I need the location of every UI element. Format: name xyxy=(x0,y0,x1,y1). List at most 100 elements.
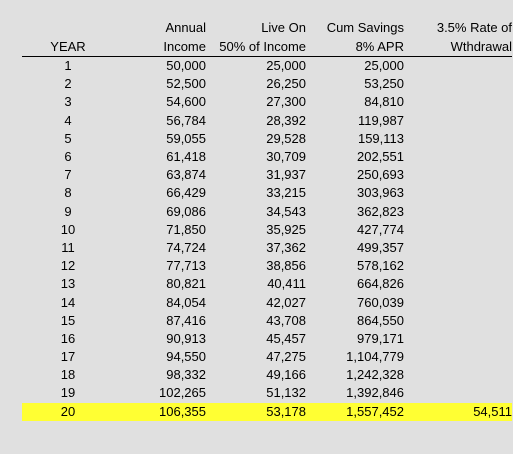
cell-withdrawal xyxy=(404,384,512,402)
cell-income: 59,055 xyxy=(166,130,206,146)
cell-year: 9 xyxy=(64,203,72,219)
cell-cum-savings: 427,774 xyxy=(357,221,404,237)
cell-income: 98,332 xyxy=(166,367,206,383)
cell-income: 80,821 xyxy=(166,276,206,292)
cell-cum-savings: 84,810 xyxy=(364,94,404,110)
cell-year: 19 xyxy=(60,385,76,401)
cell-withdrawal xyxy=(404,75,512,93)
cell-income: 66,429 xyxy=(166,185,206,201)
cell-income: 94,550 xyxy=(166,349,206,365)
cell-year: 5 xyxy=(64,130,72,146)
cell-cum-savings: 53,250 xyxy=(364,76,404,92)
cell-cum-savings: 1,104,779 xyxy=(346,349,404,365)
cell-withdrawal xyxy=(404,112,512,130)
cell-cum-savings: 362,823 xyxy=(357,203,404,219)
cell-year: 20 xyxy=(22,402,114,421)
cell-withdrawal xyxy=(404,257,512,275)
cell-live-on: 30,709 xyxy=(266,149,306,165)
cell-withdrawal xyxy=(404,312,512,330)
cell-live-on: 29,528 xyxy=(266,130,306,146)
header-income-line1: Annual xyxy=(165,20,206,35)
cell-cum-savings: 25,000 xyxy=(364,58,404,74)
table-row: 14 84,054 42,027 760,039 xyxy=(22,293,512,311)
cell-cum-savings: 303,963 xyxy=(357,185,404,201)
table-row: 8 66,429 33,215 303,963 xyxy=(22,184,512,202)
cell-year: 18 xyxy=(60,367,76,383)
header-year: YEAR xyxy=(22,37,114,57)
cell-income: 87,416 xyxy=(166,312,206,328)
cell-withdrawal xyxy=(404,184,512,202)
cell-cum-savings: 578,162 xyxy=(357,258,404,274)
table-row: 7 63,874 31,937 250,693 xyxy=(22,166,512,184)
cell-year: 10 xyxy=(60,221,76,237)
cell-year: 8 xyxy=(64,185,72,201)
cell-live-on: 43,708 xyxy=(266,312,306,328)
header-cum-line2: 8% APR xyxy=(306,37,404,57)
cell-cum-savings: 1,392,846 xyxy=(346,385,404,401)
cell-year: 14 xyxy=(60,294,76,310)
header-year-top xyxy=(22,18,114,37)
cell-income: 61,418 xyxy=(166,149,206,165)
cell-live-on: 45,457 xyxy=(266,330,306,346)
cell-withdrawal xyxy=(404,130,512,148)
cell-income: 84,054 xyxy=(166,294,206,310)
table-row-highlighted: 20 106,355 53,178 1,557,452 54,511 xyxy=(22,402,512,421)
cell-withdrawal xyxy=(404,293,512,311)
cell-live-on: 25,000 xyxy=(266,58,306,74)
header-cum-line1: Cum Savings xyxy=(326,20,404,35)
cell-withdrawal xyxy=(404,57,512,76)
cell-year: 12 xyxy=(60,258,76,274)
cell-cum-savings: 979,171 xyxy=(357,330,404,346)
table-row: 11 74,724 37,362 499,357 xyxy=(22,239,512,257)
cell-live-on: 37,362 xyxy=(266,239,306,255)
cell-live-on: 27,300 xyxy=(266,94,306,110)
cell-year: 6 xyxy=(64,149,72,165)
table-row: 5 59,055 29,528 159,113 xyxy=(22,130,512,148)
cell-withdrawal xyxy=(404,148,512,166)
cell-income: 106,355 xyxy=(114,402,206,421)
cell-live-on: 38,856 xyxy=(266,258,306,274)
cell-income: 71,850 xyxy=(166,221,206,237)
cell-cum-savings: 664,826 xyxy=(357,276,404,292)
cell-year: 4 xyxy=(64,112,72,128)
cell-year: 11 xyxy=(61,239,75,255)
cell-income: 56,784 xyxy=(166,112,206,128)
cell-year: 17 xyxy=(60,349,76,365)
cell-income: 63,874 xyxy=(166,167,206,183)
cell-withdrawal xyxy=(404,348,512,366)
savings-table: Annual Live On Cum Savings 3.5% Rate of … xyxy=(22,18,512,421)
cell-withdrawal xyxy=(404,366,512,384)
cell-income: 52,500 xyxy=(166,76,206,92)
cell-live-on: 26,250 xyxy=(266,76,306,92)
cell-cum-savings: 864,550 xyxy=(357,312,404,328)
cell-income: 102,265 xyxy=(159,385,206,401)
cell-live-on: 35,925 xyxy=(266,221,306,237)
cell-income: 50,000 xyxy=(166,58,206,74)
cell-live-on: 40,411 xyxy=(267,276,306,292)
header-income-line2: Income xyxy=(114,37,206,57)
cell-cum-savings: 1,557,452 xyxy=(306,402,404,421)
cell-live-on: 42,027 xyxy=(266,294,306,310)
cell-withdrawal xyxy=(404,93,512,111)
cell-live-on: 34,543 xyxy=(266,203,306,219)
cell-cum-savings: 119,987 xyxy=(357,112,404,128)
cell-withdrawal xyxy=(404,221,512,239)
cell-cum-savings: 760,039 xyxy=(357,294,404,310)
cell-cum-savings: 499,357 xyxy=(357,239,404,255)
cell-live-on: 33,215 xyxy=(266,185,306,201)
cell-live-on: 47,275 xyxy=(266,349,306,365)
cell-cum-savings: 1,242,328 xyxy=(346,367,404,383)
cell-withdrawal xyxy=(404,239,512,257)
table-row: 2 52,500 26,250 53,250 xyxy=(22,75,512,93)
cell-year: 1 xyxy=(64,58,72,74)
cell-live-on: 28,392 xyxy=(266,112,306,128)
cell-withdrawal xyxy=(404,275,512,293)
table-header: Annual Live On Cum Savings 3.5% Rate of … xyxy=(22,18,512,57)
cell-live-on: 53,178 xyxy=(206,402,306,421)
cell-year: 16 xyxy=(60,330,76,346)
header-live-line1: Live On xyxy=(261,20,306,35)
cell-cum-savings: 202,551 xyxy=(357,149,404,165)
cell-live-on: 31,937 xyxy=(266,167,306,183)
cell-year: 7 xyxy=(64,167,72,183)
table-row: 9 69,086 34,543 362,823 xyxy=(22,203,512,221)
